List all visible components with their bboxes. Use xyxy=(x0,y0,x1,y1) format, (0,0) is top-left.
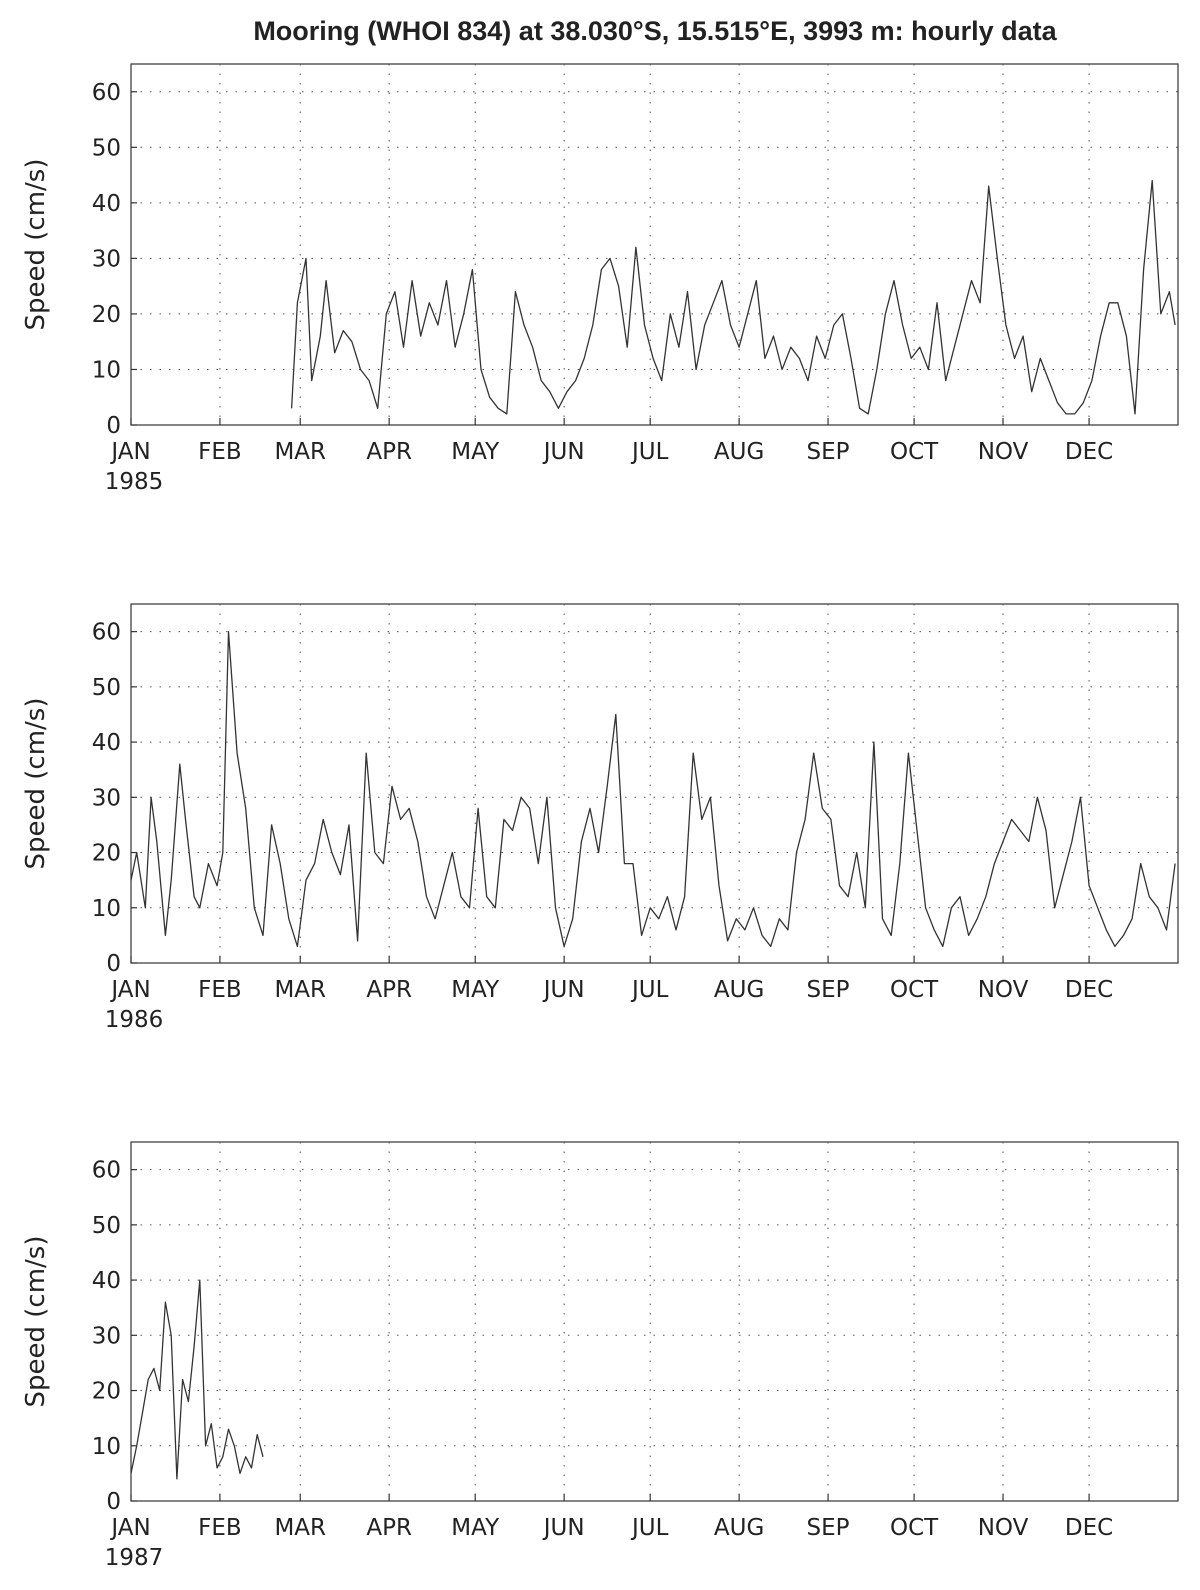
x-tick-label: DEC xyxy=(1065,1515,1113,1541)
x-tick-label: MAY xyxy=(451,439,500,465)
speed-series-line xyxy=(130,1279,264,1480)
x-tick-label: JUN xyxy=(542,977,585,1003)
y-tick-label: 0 xyxy=(106,1489,121,1515)
y-axis-label: Speed (cm/s) xyxy=(21,698,51,870)
x-tick-label: APR xyxy=(366,439,412,465)
y-tick-label: 20 xyxy=(92,841,121,867)
y-tick-label: 50 xyxy=(92,675,121,701)
x-tick-label: AUG xyxy=(714,439,764,465)
x-tick-label: JUL xyxy=(630,977,669,1003)
panel-1986: 0 10 20 30 40 50 60 JAN FEB MAR APR MAY JUN JUL AUG SEP… xyxy=(21,603,1179,1033)
x-tick-label: JUL xyxy=(630,1515,669,1541)
x-tick-label: SEP xyxy=(807,977,850,1003)
x-tick-label: JAN xyxy=(109,977,150,1003)
speed-series-line xyxy=(130,630,1176,948)
x-tick-label: AUG xyxy=(714,977,764,1003)
y-tick-label: 10 xyxy=(92,357,121,383)
x-tick-label: JUN xyxy=(542,1515,585,1541)
chart-title: Mooring (WHOI 834) at 38.030°S, 15.515°E… xyxy=(253,16,1057,46)
y-tick-label: 10 xyxy=(92,896,121,922)
y-tick-label: 40 xyxy=(92,730,121,756)
y-tick-label: 50 xyxy=(92,135,121,161)
y-tick-label: 20 xyxy=(92,302,121,328)
x-tick-label: JUN xyxy=(542,439,585,465)
x-tick-label: MAR xyxy=(274,439,326,465)
x-tick-label: FEB xyxy=(198,439,242,465)
y-tick-label: 30 xyxy=(92,1323,121,1349)
y-tick-label: 0 xyxy=(106,951,121,977)
y-tick-label: 50 xyxy=(92,1213,121,1239)
y-tick-label: 40 xyxy=(92,1268,121,1294)
x-tick-label: OCT xyxy=(890,439,939,465)
panel-1985: 0 10 20 30 40 50 60 JAN FEB MAR APR MAY JUN JUL AUG SEP… xyxy=(21,63,1179,495)
y-tick-label: 60 xyxy=(92,1158,121,1184)
year-label: 1986 xyxy=(105,1007,164,1033)
y-tick-label: 10 xyxy=(92,1434,121,1460)
x-tick-label: MAY xyxy=(451,977,500,1003)
y-axis-label: Speed (cm/s) xyxy=(21,1236,51,1408)
x-tick-label: SEP xyxy=(807,1515,850,1541)
y-tick-label: 60 xyxy=(92,620,121,646)
y-tick-label: 0 xyxy=(106,413,121,439)
y-tick-label: 60 xyxy=(92,80,121,106)
x-tick-label: OCT xyxy=(890,977,939,1003)
speed-series-line xyxy=(290,179,1176,415)
x-tick-label: OCT xyxy=(890,1515,939,1541)
plot-frame xyxy=(130,63,1179,426)
x-tick-label: FEB xyxy=(198,977,242,1003)
panel-1987: 0 10 20 30 40 50 60 JAN FEB MAR APR MAY JUN JUL AUG SEP… xyxy=(21,1141,1179,1571)
x-tick-label: JAN xyxy=(109,1515,150,1541)
x-tick-label: APR xyxy=(366,1515,412,1541)
plot-frame xyxy=(130,603,1179,964)
x-tick-label: JUL xyxy=(630,439,669,465)
x-tick-label: SEP xyxy=(807,439,850,465)
x-tick-label: MAY xyxy=(451,1515,500,1541)
y-axis-label: Speed (cm/s) xyxy=(21,159,51,331)
y-tick-label: 30 xyxy=(92,246,121,272)
x-tick-label: DEC xyxy=(1065,439,1113,465)
x-tick-label: MAR xyxy=(274,1515,326,1541)
x-tick-label: AUG xyxy=(714,1515,764,1541)
plot-frame xyxy=(130,1141,1179,1502)
y-tick-label: 20 xyxy=(92,1379,121,1405)
y-tick-label: 40 xyxy=(92,191,121,217)
x-tick-label: MAR xyxy=(274,977,326,1003)
x-tick-label: NOV xyxy=(978,439,1029,465)
x-tick-label: NOV xyxy=(978,1515,1029,1541)
x-tick-label: APR xyxy=(366,977,412,1003)
x-tick-label: JAN xyxy=(109,439,150,465)
x-tick-label: FEB xyxy=(198,1515,242,1541)
year-label: 1985 xyxy=(105,469,164,495)
x-tick-label: DEC xyxy=(1065,977,1113,1003)
y-tick-label: 30 xyxy=(92,785,121,811)
x-tick-label: NOV xyxy=(978,977,1029,1003)
year-label: 1987 xyxy=(105,1545,164,1571)
